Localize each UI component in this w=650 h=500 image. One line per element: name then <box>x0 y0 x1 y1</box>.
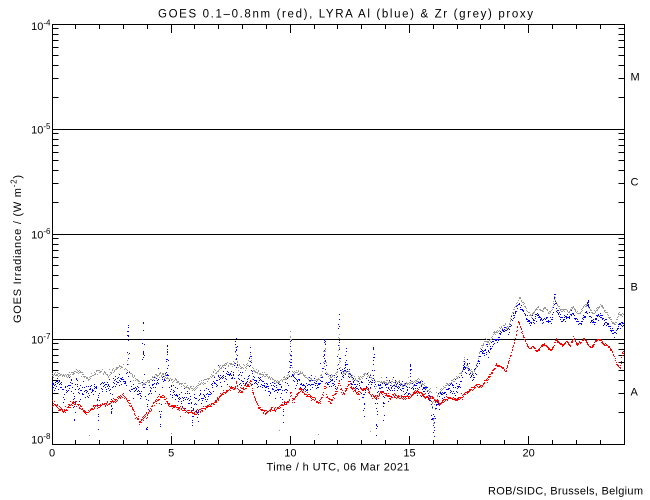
svg-text:GOES 0.1–0.8nm (red), LYRA Al: GOES 0.1–0.8nm (red), LYRA Al (blue) & Z… <box>158 9 533 21</box>
svg-text:ROB/SIDC, Brussels, Belgium: ROB/SIDC, Brussels, Belgium <box>488 486 643 498</box>
svg-text:C: C <box>631 177 639 189</box>
svg-text:B: B <box>631 282 638 294</box>
svg-text:20: 20 <box>523 448 535 460</box>
svg-text:10: 10 <box>284 448 296 460</box>
svg-text:15: 15 <box>403 448 415 460</box>
svg-text:0: 0 <box>49 448 55 460</box>
svg-text:M: M <box>631 72 640 84</box>
svg-text:Time / h UTC, 06 Mar 2021: Time / h UTC, 06 Mar 2021 <box>267 462 410 474</box>
svg-text:A: A <box>631 387 639 399</box>
svg-text:GOES Irradiance / (W m-2): GOES Irradiance / (W m-2) <box>10 175 25 323</box>
svg-text:5: 5 <box>168 448 174 460</box>
